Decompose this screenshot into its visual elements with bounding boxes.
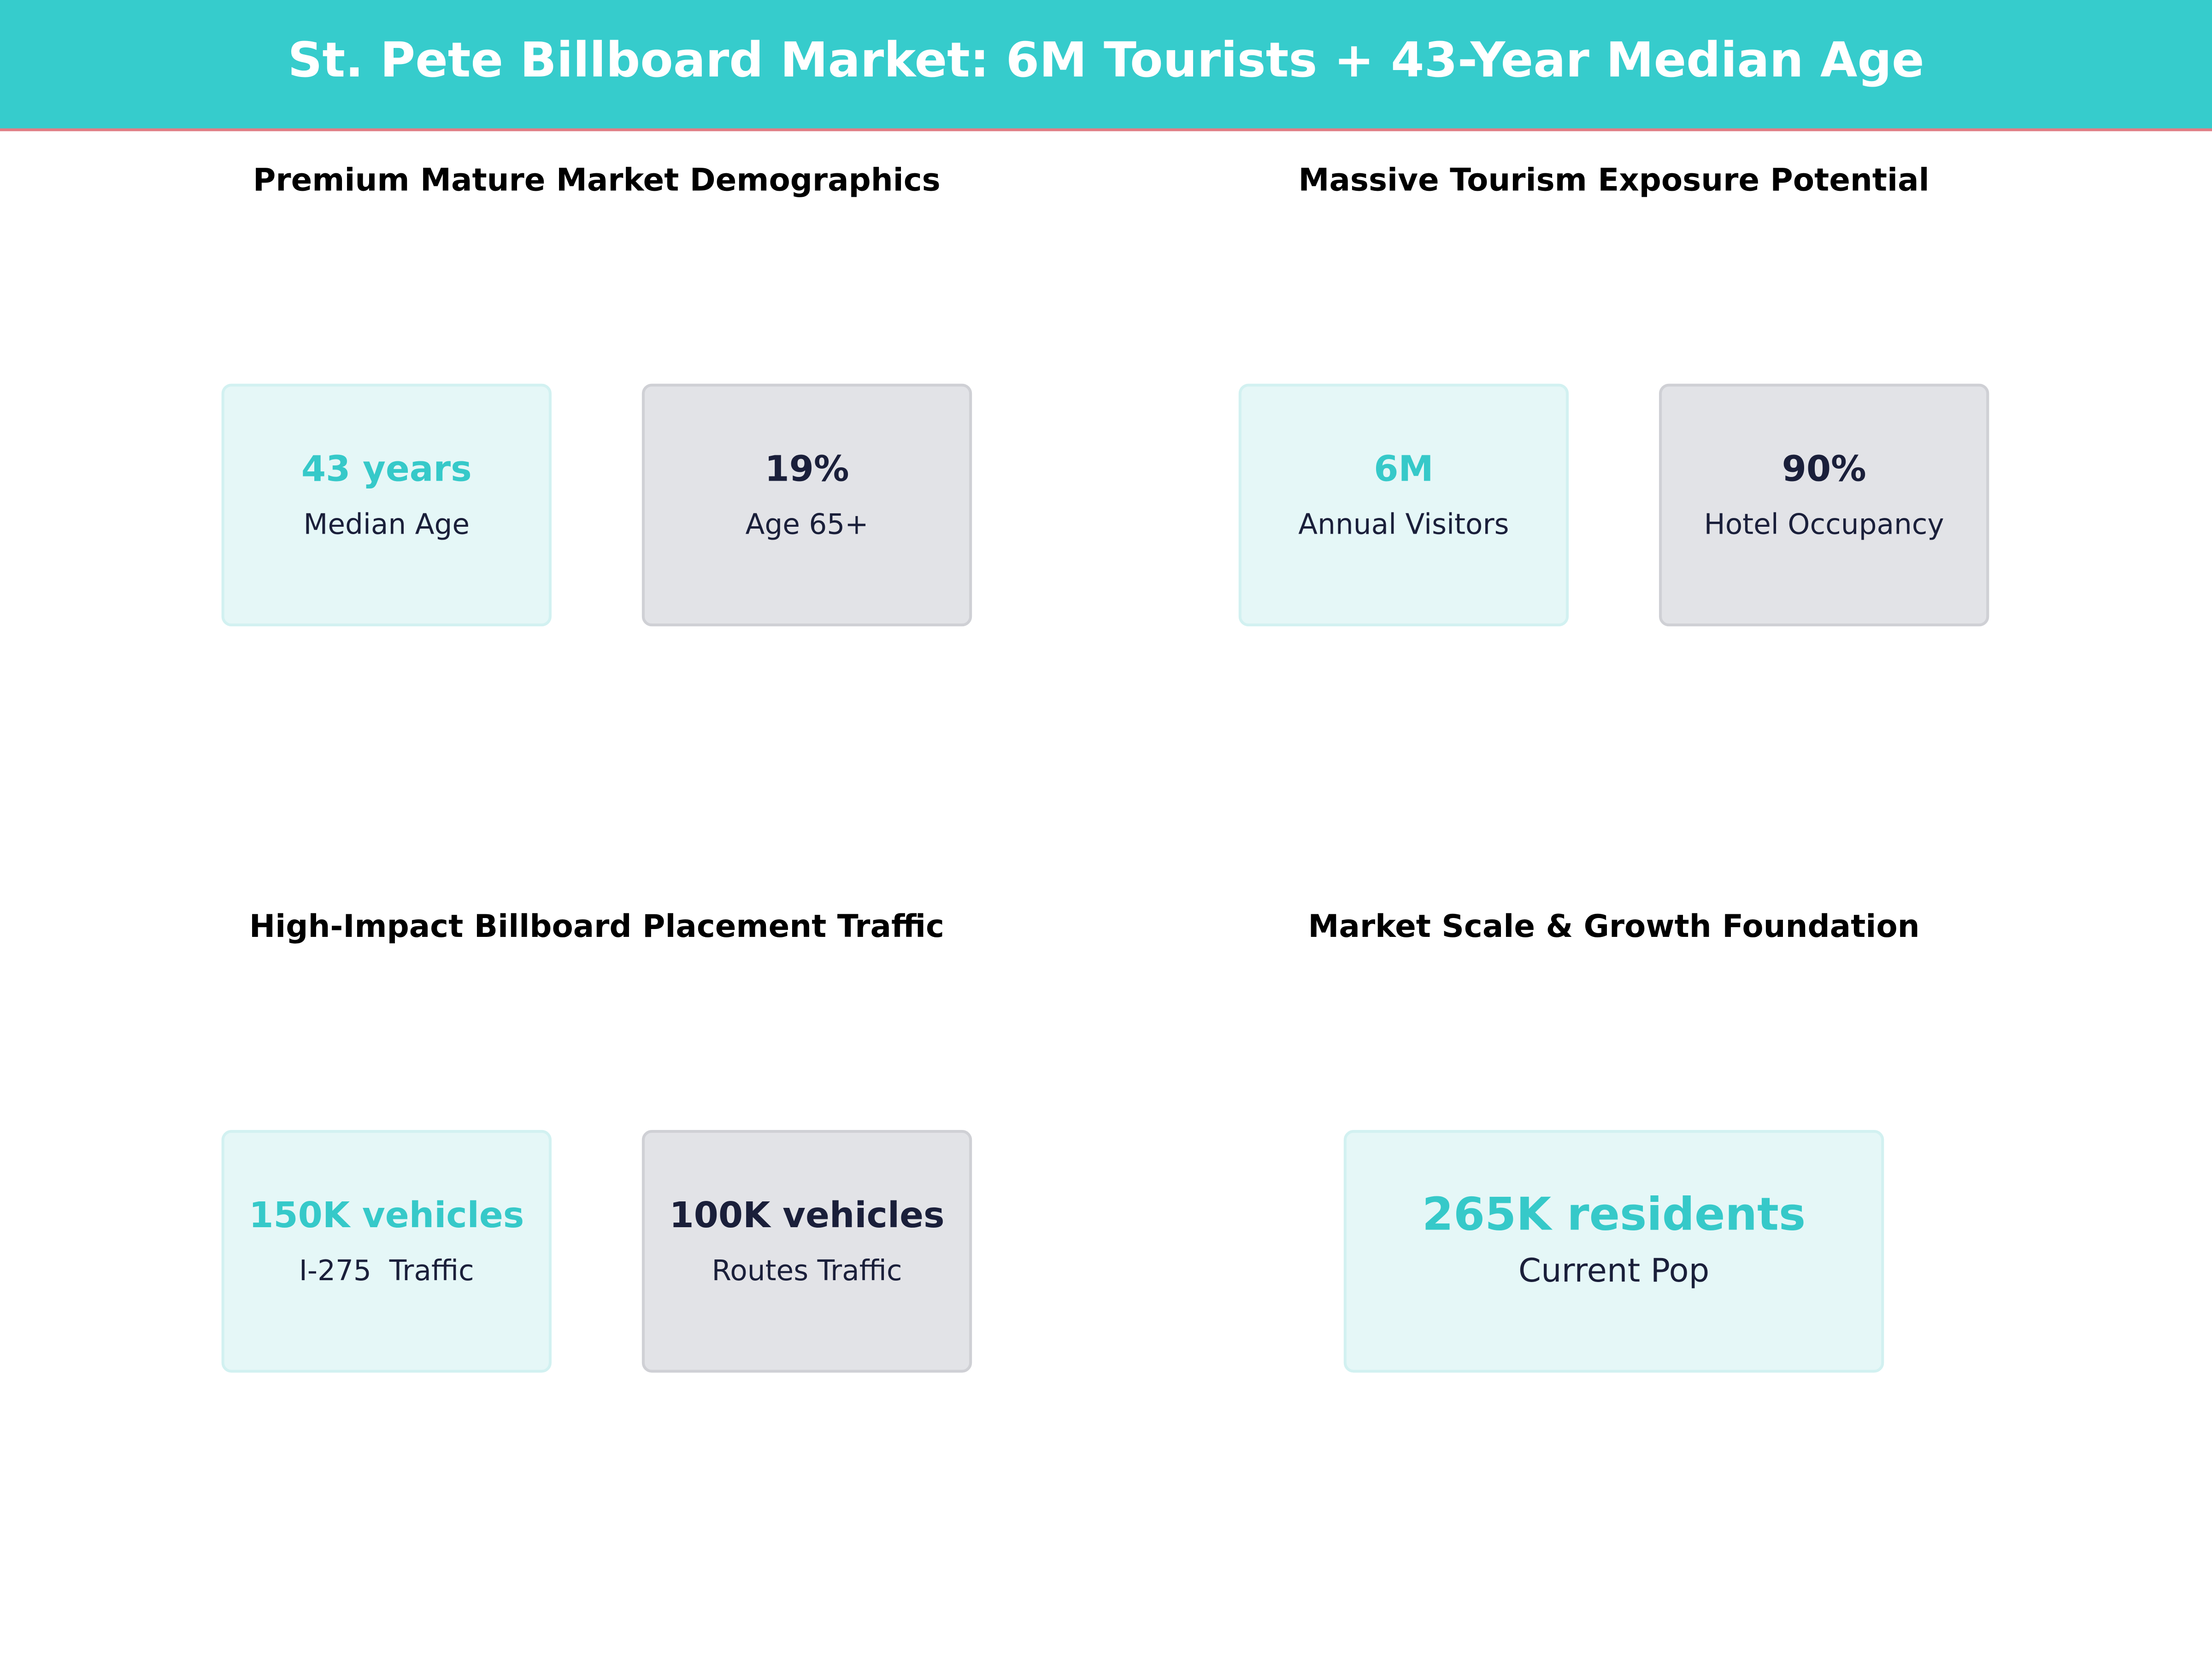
stat-card bbox=[1238, 383, 1569, 627]
stat-value: 100K vehicles bbox=[669, 1195, 944, 1236]
panel-title: High-Impact Billboard Placement Traffic bbox=[249, 908, 944, 944]
header-rule bbox=[0, 128, 2212, 131]
stat-label: Current Pop bbox=[1518, 1252, 1709, 1289]
panel-title: Massive Tourism Exposure Potential bbox=[1298, 161, 1929, 198]
panel-title: Premium Mature Market Demographics bbox=[253, 161, 941, 198]
stat-label: Annual Visitors bbox=[1298, 508, 1509, 541]
stat-card bbox=[641, 383, 972, 627]
stat-value: 90% bbox=[1782, 448, 1866, 489]
page-title: St. Pete Billboard Market: 6M Tourists +… bbox=[288, 32, 1924, 88]
stat-label: Hotel Occupancy bbox=[1704, 508, 1944, 541]
stat-label: I-275 Traffic bbox=[299, 1254, 474, 1287]
stat-label: Age 65+ bbox=[745, 508, 868, 541]
stat-label: Routes Traffic bbox=[712, 1254, 902, 1287]
stat-card bbox=[1343, 1130, 1884, 1373]
stat-card bbox=[221, 383, 552, 627]
stat-card bbox=[1659, 383, 1989, 627]
stat-card bbox=[221, 1130, 552, 1373]
stat-value: 19% bbox=[765, 448, 849, 489]
stat-card bbox=[641, 1130, 972, 1373]
stat-value: 6M bbox=[1374, 448, 1433, 489]
panel-title: Market Scale & Growth Foundation bbox=[1308, 908, 1920, 944]
stat-label: Median Age bbox=[304, 508, 470, 541]
stat-value: 43 years bbox=[301, 448, 472, 489]
stat-value: 265K residents bbox=[1422, 1188, 1806, 1241]
stat-value: 150K vehicles bbox=[249, 1195, 524, 1236]
header-band bbox=[0, 0, 2212, 130]
